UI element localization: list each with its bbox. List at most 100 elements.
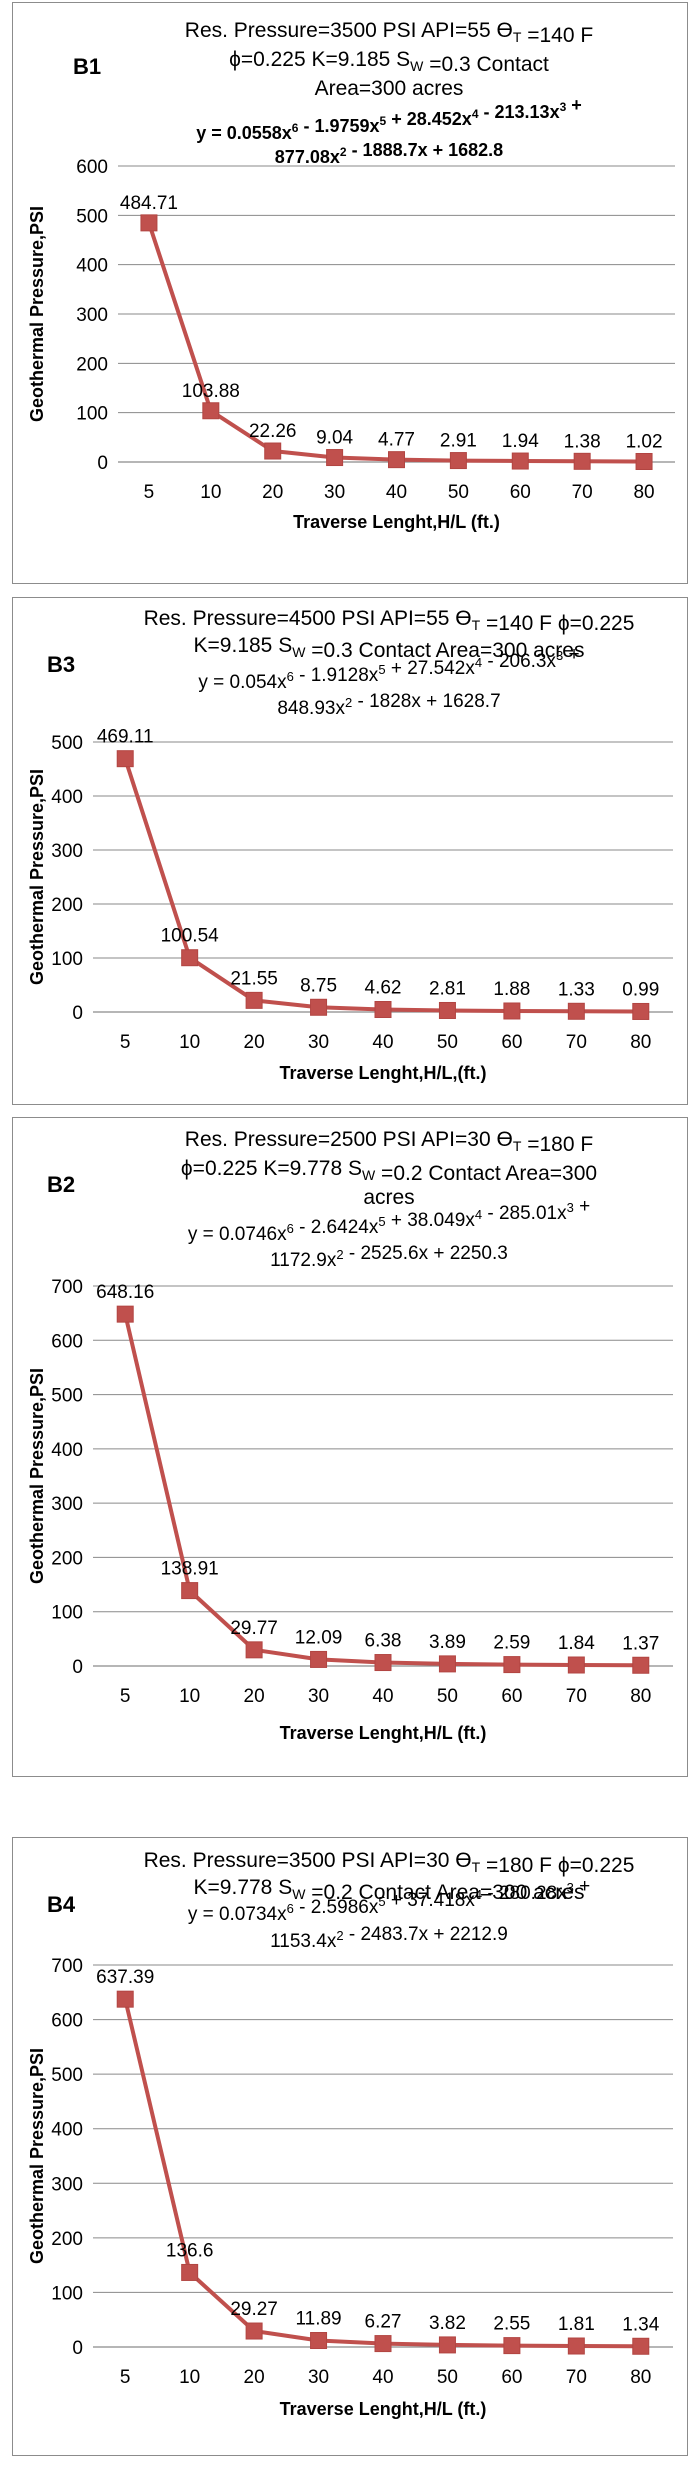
- trendline-equation-line: y = 0.054x6 - 1.9128x5 + 27.542x4 - 206.…: [198, 644, 579, 693]
- y-tick-label: 0: [72, 2338, 83, 2359]
- x-tick-label: 5: [120, 1686, 131, 1707]
- x-tick-label: 50: [437, 1686, 458, 1707]
- data-label: 1.37: [622, 1633, 659, 1654]
- x-axis-label: Traverse Lenght,H/L (ft.): [293, 512, 500, 532]
- x-tick-label: 40: [372, 2367, 393, 2388]
- data-point-marker: [116, 1990, 134, 2008]
- y-tick-label: 300: [51, 2174, 83, 2195]
- y-tick-label: 500: [51, 733, 83, 754]
- x-tick-label: 5: [120, 2367, 131, 2388]
- x-tick-label: 80: [633, 482, 654, 503]
- panel-id-label: B4: [47, 1892, 76, 1917]
- chart-panel-b1: 0 100 200 300 400 500 600 5 10 20 30 40 50 60 70 80 484.…: [12, 2, 688, 584]
- data-point-marker: [503, 1002, 521, 1020]
- chart-title-line: Area=300 acres: [315, 77, 464, 100]
- chart-title-line: Res. Pressure=3500 PSI API=55 ϴT =140 F: [185, 19, 593, 47]
- data-point-marker: [632, 1656, 650, 1674]
- y-tick-label: 100: [51, 2283, 83, 2304]
- data-label: 2.81: [429, 978, 466, 999]
- y-tick-label: 400: [51, 787, 83, 808]
- chart-svg: 0 100 200 300 400 500 5 10 20 30 40 50 60 70 80 469.11 1…: [27, 607, 673, 1083]
- data-label: 648.16: [96, 1282, 154, 1303]
- data-label: 1.33: [558, 979, 595, 1000]
- x-tick-label: 20: [244, 1032, 265, 1053]
- series-line: [123, 1313, 641, 1668]
- data-point-marker: [326, 449, 344, 467]
- data-point-marker: [573, 452, 591, 470]
- chart-title-line: K=9.778 SW =0.2 Contact Area=300 acres: [194, 1876, 585, 1904]
- trendline-equation-line: y = 0.0734x6 - 2.5986x5 + 37.418x4 - 280…: [188, 1876, 590, 1925]
- data-label: 9.04: [316, 428, 353, 449]
- chart-svg: 0 100 200 300 400 500 600 5 10 20 30 40 50 60 70 80 484.…: [27, 19, 675, 532]
- data-label: 29.77: [230, 1618, 278, 1639]
- chart-title-line: Res. Pressure=3500 PSI API=30 ϴT =180 F …: [144, 1849, 635, 1877]
- x-tick-label: 50: [448, 482, 469, 503]
- trendline-equation-line: y = 0.0558x6 - 1.9759x5 + 28.452x4 - 213…: [196, 95, 582, 143]
- x-tick-label: 5: [120, 1032, 131, 1053]
- data-label: 1.94: [502, 431, 539, 452]
- series-line: [147, 222, 645, 464]
- x-tick-label: 70: [566, 2367, 587, 2388]
- data-point-marker: [438, 1655, 456, 1673]
- x-tick-label: 20: [244, 2367, 265, 2388]
- data-point-marker: [202, 402, 220, 420]
- data-point-marker: [310, 998, 328, 1016]
- data-label: 484.71: [120, 193, 178, 214]
- data-point-marker: [511, 452, 529, 470]
- y-tick-label: 100: [76, 404, 108, 425]
- y-tick-label: 200: [76, 354, 108, 375]
- x-tick-label: 10: [179, 1686, 200, 1707]
- data-point-marker: [310, 1650, 328, 1668]
- y-tick-label: 700: [51, 1956, 83, 1977]
- y-tick-label: 600: [51, 1331, 83, 1352]
- chart-title-line: ϕ=0.225 K=9.185 SW =0.3 Contact: [229, 48, 549, 76]
- y-tick-label: 600: [51, 2011, 83, 2032]
- data-point-marker: [181, 949, 199, 967]
- trendline-equation-line: y = 0.0746x6 - 2.6424x5 + 38.049x4 - 285…: [188, 1196, 590, 1245]
- x-axis-label: Traverse Lenght,H/L (ft.): [280, 2399, 487, 2419]
- y-tick-label: 100: [51, 1603, 83, 1624]
- data-label: 6.27: [365, 2312, 402, 2333]
- x-tick-label: 60: [501, 2367, 522, 2388]
- x-tick-label: 10: [200, 482, 221, 503]
- data-point-marker: [388, 451, 405, 469]
- data-label: 4.62: [365, 978, 402, 999]
- x-tick-label: 60: [501, 1032, 522, 1053]
- x-tick-label: 10: [179, 1032, 200, 1053]
- x-tick-label: 70: [572, 482, 593, 503]
- data-label: 29.27: [230, 2299, 278, 2320]
- x-tick-label: 40: [386, 482, 407, 503]
- series-line: [123, 1998, 641, 2349]
- chart-svg: 0 100 200 300 400 500 600 700 5 10 20 30 40 50 60 70 80 6…: [27, 1849, 673, 2419]
- x-tick-label: 20: [262, 482, 283, 503]
- x-tick-label: 50: [437, 2367, 458, 2388]
- panel-id-label: B1: [73, 54, 101, 79]
- chart-svg: 0 100 200 300 400 500 600 700 5 10 20 30 40 50 60 70 80 6…: [27, 1128, 673, 1743]
- x-tick-label: 80: [630, 2367, 651, 2388]
- data-label: 8.75: [300, 975, 337, 996]
- data-label: 2.91: [440, 431, 477, 452]
- data-label: 3.89: [429, 1632, 466, 1653]
- data-point-marker: [438, 2336, 456, 2354]
- data-point-marker: [567, 1002, 585, 1020]
- chart-panel-b2: 0 100 200 300 400 500 600 700 5 10 20 30 40 50 60 70 80 6…: [12, 1117, 688, 1777]
- data-point-marker: [632, 1002, 650, 1020]
- chart-title-line: K=9.185 SW =0.3 Contact Area=300 acres: [194, 634, 585, 662]
- x-tick-label: 40: [372, 1032, 393, 1053]
- y-tick-label: 700: [51, 1277, 83, 1298]
- data-label: 469.11: [97, 727, 154, 748]
- data-label: 1.38: [564, 431, 601, 452]
- data-point-marker: [567, 2337, 585, 2355]
- data-label: 0.99: [622, 979, 659, 1000]
- x-tick-label: 70: [566, 1032, 587, 1053]
- y-tick-label: 200: [51, 1548, 83, 1569]
- data-point-marker: [181, 2263, 199, 2281]
- data-label: 11.89: [295, 2309, 341, 2330]
- data-label: 4.77: [378, 430, 415, 451]
- y-tick-label: 200: [51, 2229, 83, 2250]
- y-tick-label: 300: [51, 841, 83, 862]
- x-tick-label: 30: [308, 1686, 329, 1707]
- x-tick-label: 30: [308, 1032, 329, 1053]
- data-label: 1.88: [493, 979, 530, 1000]
- data-label: 6.38: [365, 1631, 402, 1652]
